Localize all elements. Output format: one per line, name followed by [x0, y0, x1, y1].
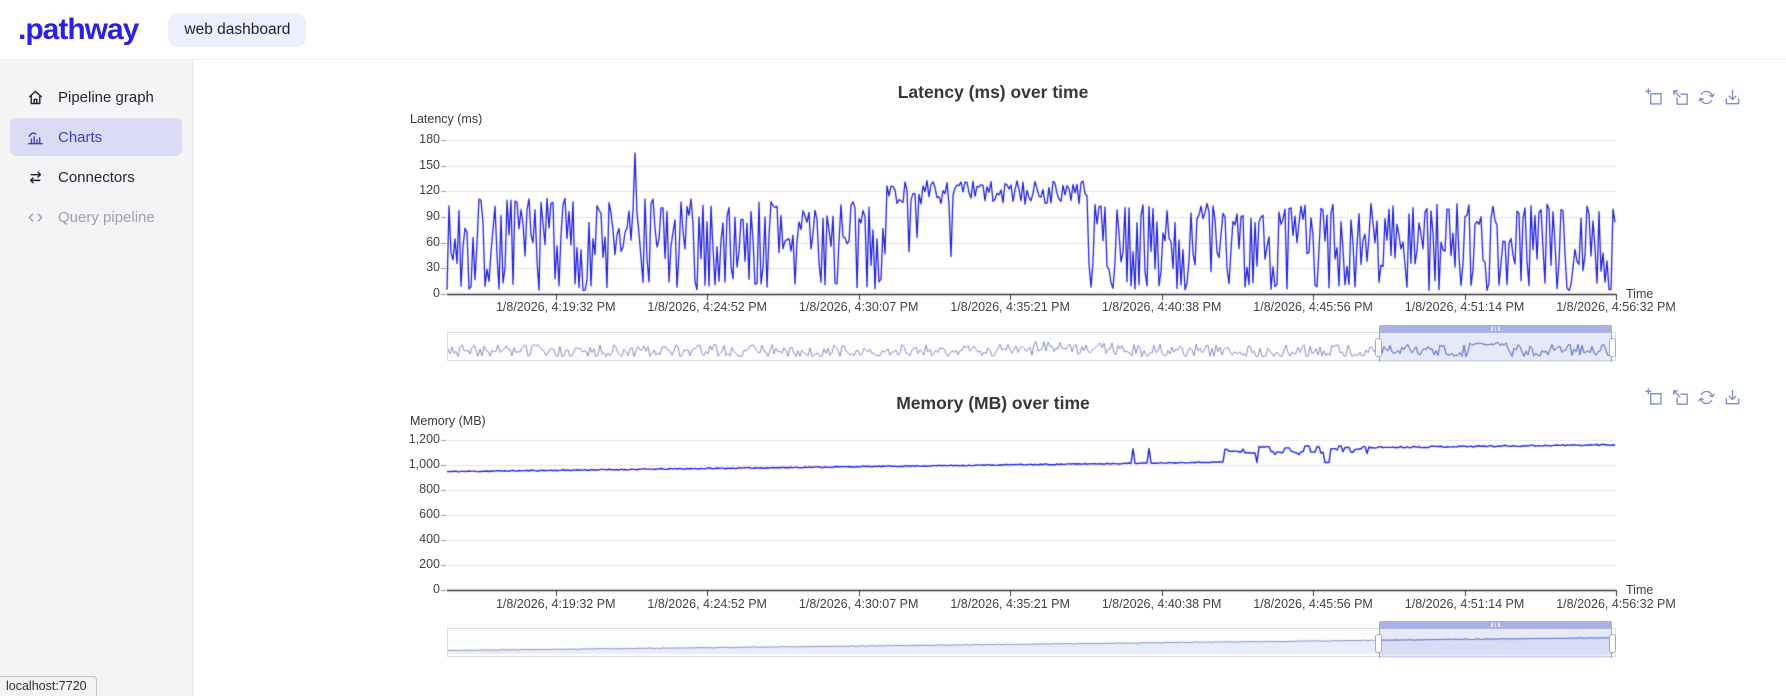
y-tick-label: 400 — [419, 532, 440, 546]
memory-minimap-canvas[interactable] — [448, 629, 1615, 656]
dashboard-badge: web dashboard — [168, 12, 307, 47]
download-tool[interactable] — [1723, 88, 1742, 107]
sidebar-item-query-pipeline: Query pipeline — [10, 198, 182, 236]
sidebar-item-label: Pipeline graph — [58, 88, 154, 106]
home-icon — [28, 90, 43, 104]
memory-range-selector[interactable] — [1375, 621, 1616, 658]
sidebar-nav: Pipeline graph Charts Connectors Query p… — [10, 78, 182, 238]
memory-y-axis-title: Memory (MB) — [410, 414, 486, 428]
y-tick-label: 120 — [419, 183, 440, 198]
arrows-swap-icon — [29, 171, 42, 183]
refresh-icon — [1698, 390, 1715, 405]
sidebar: Pipeline graph Charts Connectors Query p… — [0, 59, 193, 696]
box-zoom-out-icon — [1673, 390, 1688, 405]
latency-chart-title: Latency (ms) over time — [897, 82, 1089, 102]
refresh-tool[interactable] — [1697, 388, 1716, 407]
download-icon — [1725, 389, 1740, 405]
refresh-tool[interactable] — [1697, 88, 1716, 107]
range-selector-window[interactable] — [1379, 629, 1612, 658]
range-handle-left[interactable] — [1375, 338, 1382, 357]
status-tooltip: localhost:7720 — [0, 676, 97, 696]
box-zoom-icon — [1645, 388, 1662, 405]
sidebar-item-label: Query pipeline — [58, 208, 155, 226]
sidebar-item-pipeline-graph[interactable]: Pipeline graph — [10, 78, 182, 116]
app-header: .pathway web dashboard — [0, 0, 1786, 60]
box-zoom-out-tool[interactable] — [1671, 388, 1690, 407]
refresh-icon — [1698, 90, 1715, 105]
memory-chart-title: Memory (MB) over time — [896, 393, 1090, 413]
memory-range-minimap[interactable] — [447, 621, 1616, 658]
y-tick-label: 60 — [426, 234, 440, 249]
y-tick-label: 30 — [426, 260, 440, 275]
y-tick-label: 0 — [433, 286, 440, 300]
y-tick-label: 150 — [419, 157, 440, 172]
latency-plot-area[interactable] — [435, 128, 1625, 304]
latency-y-axis-title: Latency (ms) — [410, 112, 483, 126]
y-tick-label: 200 — [419, 557, 440, 571]
range-selector-grip[interactable] — [1379, 325, 1612, 333]
box-zoom-tool[interactable] — [1645, 88, 1664, 107]
box-zoom-out-tool[interactable] — [1671, 88, 1690, 107]
sidebar-item-charts[interactable]: Charts — [10, 118, 182, 156]
y-tick-label: 800 — [419, 482, 440, 496]
range-handle-left[interactable] — [1375, 634, 1382, 653]
box-zoom-tool[interactable] — [1645, 388, 1664, 407]
code-brackets-icon — [28, 212, 43, 222]
pathway-logo: .pathway — [18, 12, 139, 46]
bar-chart-icon — [28, 131, 43, 144]
box-zoom-out-icon — [1673, 90, 1688, 105]
range-handle-right[interactable] — [1609, 338, 1616, 357]
latency-chart-toolbar — [1645, 88, 1742, 107]
download-icon — [1725, 89, 1740, 105]
sidebar-item-connectors[interactable]: Connectors — [10, 158, 182, 196]
y-tick-label: 1,200 — [408, 432, 440, 446]
box-zoom-icon — [1645, 88, 1662, 105]
range-selector-window[interactable] — [1379, 333, 1612, 362]
memory-x-axis-title: Time — [1626, 583, 1654, 597]
range-handle-right[interactable] — [1609, 634, 1616, 653]
y-tick-label: 600 — [419, 507, 440, 521]
y-tick-label: 180 — [419, 132, 440, 146]
download-tool[interactable] — [1723, 388, 1742, 407]
latency-range-selector[interactable] — [1375, 325, 1616, 362]
sidebar-item-label: Charts — [58, 128, 103, 146]
memory-plot-area[interactable] — [435, 428, 1625, 604]
y-tick-label: 1,000 — [408, 457, 440, 471]
sidebar-item-label: Connectors — [58, 168, 135, 186]
latency-x-axis-title: Time — [1626, 287, 1654, 301]
y-tick-label: 0 — [433, 582, 440, 596]
range-selector-grip[interactable] — [1379, 621, 1612, 629]
memory-chart-toolbar — [1645, 388, 1742, 407]
latency-minimap-canvas[interactable] — [448, 333, 1615, 360]
y-tick-label: 90 — [426, 209, 440, 223]
latency-range-minimap[interactable] — [447, 325, 1616, 362]
